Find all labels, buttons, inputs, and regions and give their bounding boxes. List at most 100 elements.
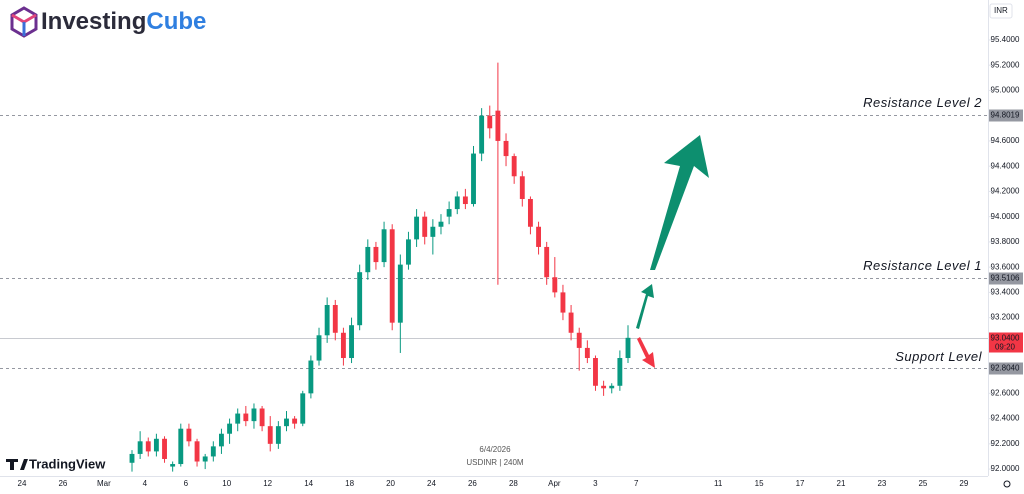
x-tick-label: 4 bbox=[143, 479, 148, 488]
candle-body bbox=[365, 246, 371, 273]
candle-body bbox=[235, 413, 241, 424]
level-tag bbox=[989, 109, 1023, 122]
down-arrow bbox=[637, 337, 655, 368]
candle-body bbox=[625, 337, 631, 359]
last-price-tag bbox=[989, 332, 1023, 353]
x-tick-label: 15 bbox=[755, 479, 764, 488]
candle-body bbox=[471, 153, 476, 205]
candle-body bbox=[601, 385, 607, 389]
candle-body bbox=[479, 115, 485, 154]
watermark-text: TradingView bbox=[29, 456, 106, 471]
level-annotation: Resistance Level 1 bbox=[863, 258, 982, 273]
y-tick-label: 92.2000 bbox=[991, 439, 1020, 448]
candle-body bbox=[454, 196, 460, 210]
candle-body bbox=[251, 408, 257, 422]
candle-body bbox=[438, 221, 444, 227]
x-tick-label: 24 bbox=[18, 479, 27, 488]
candle-body bbox=[373, 246, 379, 263]
x-tick-label: 21 bbox=[837, 479, 846, 488]
candle-body bbox=[275, 426, 281, 444]
candle-body bbox=[584, 347, 590, 359]
x-tick-label: Mar bbox=[97, 479, 111, 488]
candle-body bbox=[414, 216, 420, 240]
candle-body bbox=[267, 426, 273, 444]
level-tag-label: 94.8019 bbox=[991, 111, 1020, 120]
logo-text: InvestingCube bbox=[41, 8, 206, 35]
x-tick-label: 6 bbox=[184, 479, 189, 488]
currency-label: INR bbox=[994, 6, 1008, 15]
y-tick-label: 94.2000 bbox=[991, 187, 1020, 196]
candle-body bbox=[527, 198, 533, 227]
candle-body bbox=[153, 438, 159, 452]
candle-body bbox=[422, 216, 428, 237]
candle-body bbox=[259, 408, 265, 427]
legend-symbol: USDINR | 240M bbox=[466, 458, 524, 467]
y-tick-label: 92.6000 bbox=[991, 388, 1020, 397]
x-tick-label: 7 bbox=[634, 479, 639, 488]
x-tick-label: 25 bbox=[918, 479, 927, 488]
candle-body bbox=[186, 428, 192, 442]
candle-body bbox=[129, 453, 135, 463]
x-tick-label: 29 bbox=[959, 479, 968, 488]
candle-body bbox=[552, 277, 558, 293]
candle-body bbox=[332, 305, 338, 333]
candle-body bbox=[430, 226, 436, 237]
candle-body bbox=[406, 239, 411, 265]
candle-body bbox=[544, 246, 550, 278]
x-tick-label: 14 bbox=[304, 479, 313, 488]
candle-body bbox=[210, 446, 216, 457]
level-annotation: Support Level bbox=[895, 349, 982, 364]
y-tick-label: 92.4000 bbox=[991, 414, 1020, 423]
candle-body bbox=[568, 312, 574, 333]
candle-body bbox=[536, 226, 541, 247]
big-up-arrow bbox=[650, 135, 709, 270]
x-tick-label: 28 bbox=[509, 479, 518, 488]
candle-body bbox=[162, 438, 167, 459]
y-tick-label: 95.2000 bbox=[991, 60, 1020, 69]
candle-body bbox=[560, 292, 566, 313]
candle-body bbox=[243, 413, 249, 422]
x-tick-label: 23 bbox=[877, 479, 886, 488]
x-tick-label: 10 bbox=[222, 479, 231, 488]
candle-body bbox=[609, 385, 615, 389]
candle-body bbox=[381, 229, 387, 263]
y-tick-label: 95.0000 bbox=[991, 86, 1020, 95]
x-tick-label: 3 bbox=[593, 479, 598, 488]
level-tag bbox=[989, 272, 1023, 285]
y-tick-label: 92.0000 bbox=[991, 464, 1020, 473]
candle-body bbox=[227, 423, 233, 434]
level-annotation: Resistance Level 2 bbox=[863, 95, 982, 110]
x-tick-label: 12 bbox=[263, 479, 272, 488]
x-tick-label: Apr bbox=[548, 479, 561, 488]
candle-body bbox=[576, 332, 582, 348]
y-tick-label: 94.6000 bbox=[991, 136, 1020, 145]
y-tick-label: 93.2000 bbox=[991, 313, 1020, 322]
y-tick-label: 93.8000 bbox=[991, 237, 1020, 246]
currency-box[interactable] bbox=[989, 3, 1013, 19]
candle-body bbox=[462, 196, 468, 205]
candle-body bbox=[617, 358, 623, 386]
candle-body bbox=[300, 393, 306, 424]
legend-date: 6/4/2026 bbox=[479, 445, 511, 454]
candle-body bbox=[511, 156, 517, 177]
candle-body bbox=[593, 358, 598, 386]
candle-body bbox=[389, 229, 395, 323]
candle-body bbox=[446, 209, 452, 217]
y-tick-label: 95.4000 bbox=[991, 35, 1020, 44]
candle-body bbox=[202, 456, 208, 462]
last-price-label: 93.0400 bbox=[991, 334, 1020, 343]
x-tick-label: 18 bbox=[345, 479, 354, 488]
candle-body bbox=[397, 264, 403, 323]
candle-body bbox=[308, 360, 314, 394]
candle-body bbox=[178, 428, 184, 465]
candle-body bbox=[340, 332, 346, 359]
candle-body bbox=[194, 441, 200, 462]
candle-body bbox=[145, 441, 151, 452]
settings-icon[interactable] bbox=[1003, 480, 1011, 488]
y-tick-label: 94.4000 bbox=[991, 161, 1020, 170]
plot-layer bbox=[0, 115, 988, 369]
level-tag-label: 93.5106 bbox=[991, 274, 1020, 283]
y-tick-label: 94.0000 bbox=[991, 212, 1020, 221]
x-tick-label: 24 bbox=[427, 479, 436, 488]
candle-body bbox=[170, 464, 176, 467]
